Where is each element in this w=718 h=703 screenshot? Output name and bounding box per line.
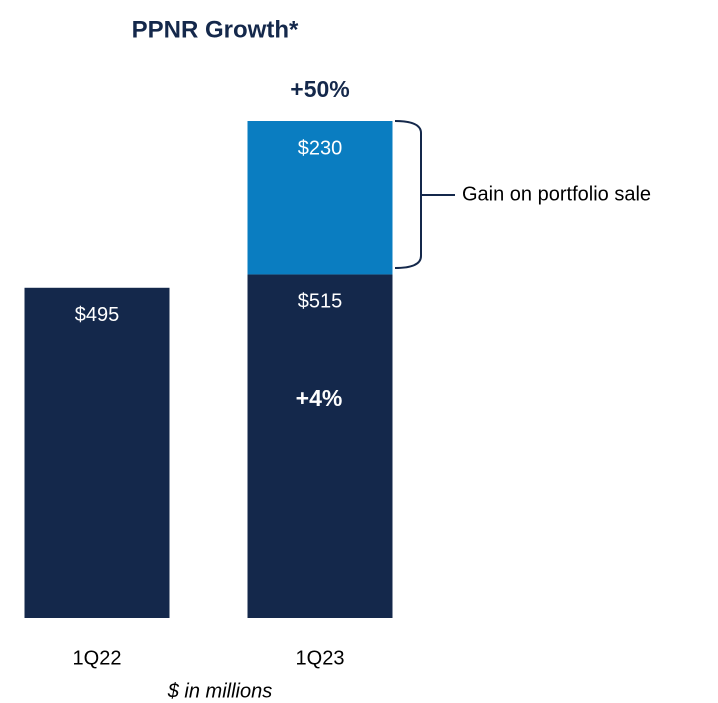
units-note: $ in millions bbox=[167, 680, 272, 702]
value-label: $495 bbox=[75, 304, 120, 326]
bracket bbox=[394, 120, 455, 269]
growth-total: +50% bbox=[290, 76, 349, 102]
chart-title: PPNR Growth* bbox=[132, 16, 299, 43]
bracket-label: Gain on portfolio sale bbox=[462, 183, 651, 205]
bar-segment bbox=[247, 121, 393, 275]
value-label: $515 bbox=[298, 291, 343, 313]
bar-segment bbox=[24, 287, 170, 618]
bar-segment bbox=[247, 274, 393, 618]
value-label: $230 bbox=[298, 137, 343, 159]
growth-core: +4% bbox=[296, 385, 343, 411]
x-tick-label: 1Q22 bbox=[73, 647, 122, 669]
x-tick-label: 1Q23 bbox=[296, 647, 345, 669]
